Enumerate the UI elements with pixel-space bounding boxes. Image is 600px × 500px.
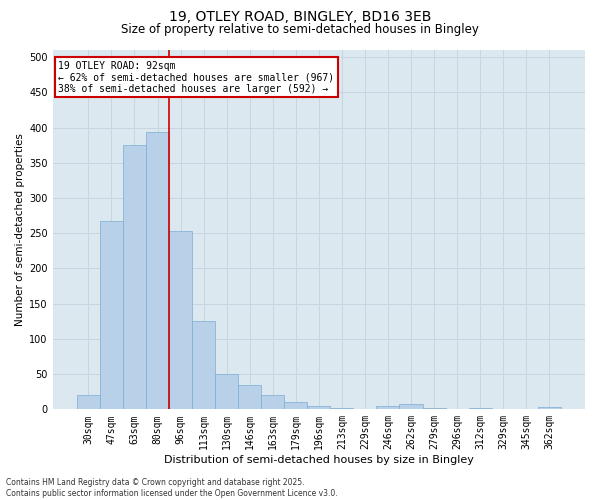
- Bar: [307, 406, 331, 409]
- Bar: [100, 220, 123, 410]
- Bar: [169, 231, 192, 410]
- X-axis label: Distribution of semi-detached houses by size in Bingley: Distribution of semi-detached houses by …: [164, 455, 474, 465]
- Y-axis label: Number of semi-detached properties: Number of semi-detached properties: [15, 133, 25, 326]
- Bar: [192, 322, 215, 410]
- Text: Contains HM Land Registry data © Crown copyright and database right 2025.
Contai: Contains HM Land Registry data © Crown c…: [6, 478, 338, 498]
- Text: 19 OTLEY ROAD: 92sqm
← 62% of semi-detached houses are smaller (967)
38% of semi: 19 OTLEY ROAD: 92sqm ← 62% of semi-detac…: [58, 61, 334, 94]
- Bar: [238, 384, 261, 409]
- Bar: [376, 406, 400, 409]
- Bar: [469, 408, 491, 410]
- Bar: [331, 408, 353, 410]
- Bar: [422, 408, 446, 410]
- Bar: [146, 132, 169, 409]
- Text: 19, OTLEY ROAD, BINGLEY, BD16 3EB: 19, OTLEY ROAD, BINGLEY, BD16 3EB: [169, 10, 431, 24]
- Bar: [400, 404, 422, 409]
- Bar: [261, 395, 284, 409]
- Bar: [538, 407, 561, 410]
- Bar: [284, 402, 307, 409]
- Bar: [123, 145, 146, 409]
- Bar: [446, 408, 469, 410]
- Text: Size of property relative to semi-detached houses in Bingley: Size of property relative to semi-detach…: [121, 22, 479, 36]
- Bar: [77, 395, 100, 409]
- Bar: [215, 374, 238, 410]
